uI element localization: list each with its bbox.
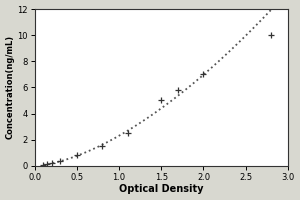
Y-axis label: Concentration(ng/mL): Concentration(ng/mL)	[6, 35, 15, 139]
X-axis label: Optical Density: Optical Density	[119, 184, 203, 194]
